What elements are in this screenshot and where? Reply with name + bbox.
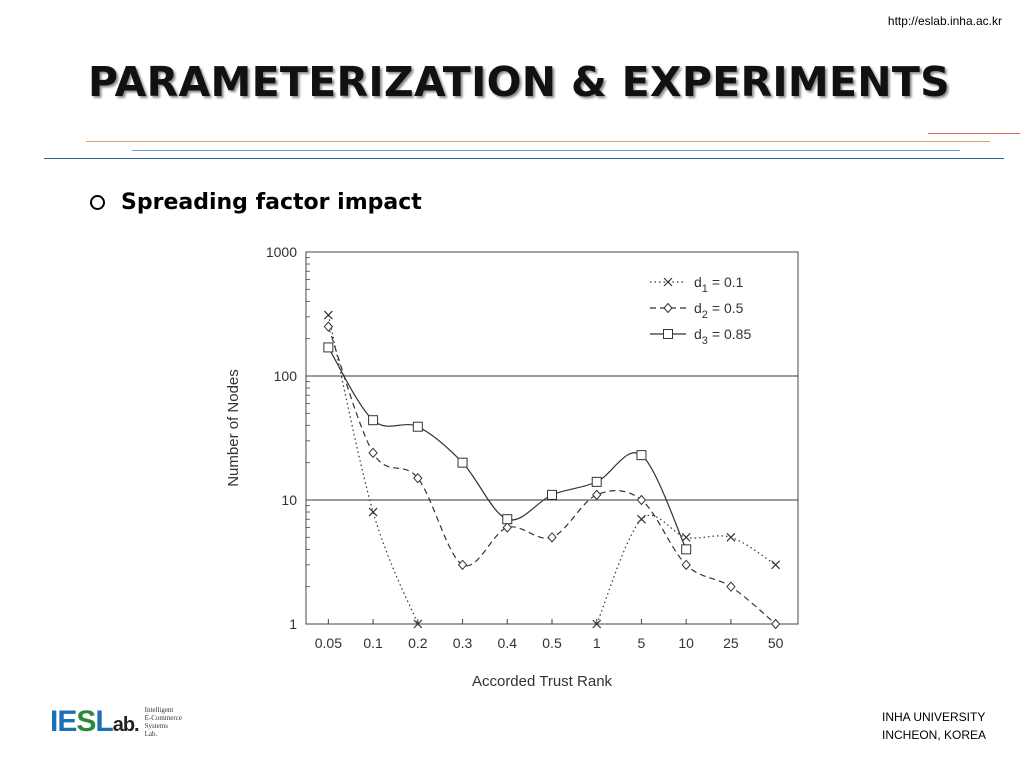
data-point-2: [502, 522, 512, 533]
data-point-3: [368, 415, 379, 426]
data-point-2: [592, 489, 602, 501]
x-tick-label: 0.2: [408, 635, 428, 651]
site-url[interactable]: http://eslab.inha.ac.kr: [887, 14, 1002, 28]
footer-line-2: INCHEON, KOREA: [881, 728, 986, 742]
data-point-3: [636, 450, 647, 461]
data-point-1: [637, 514, 646, 524]
legend-marker: [663, 329, 673, 339]
rule-3: [132, 150, 960, 151]
bullet-item: Spreading factor impact: [90, 190, 422, 215]
x-tick-label: 5: [638, 635, 646, 651]
bullet-text: Spreading factor impact: [121, 190, 422, 215]
data-point-3: [591, 476, 602, 487]
logo-letter-l: L: [95, 705, 113, 738]
logo-wordmark: IESLab.: [50, 705, 140, 738]
data-point-1: [771, 560, 781, 570]
ieslab-logo: IESLab. Intelligent E-Commerce Systems L…: [50, 706, 182, 738]
logo-small-line: Lab.: [144, 730, 158, 738]
data-point-1: [592, 619, 602, 629]
data-point-1: [368, 507, 378, 517]
data-point-2: [681, 559, 691, 571]
logo-small-line: Systems: [144, 722, 168, 730]
bullet-circle-icon: [90, 195, 105, 210]
data-point-2: [547, 532, 557, 543]
footer-line-1: INHA UNIVERSITY: [881, 710, 986, 724]
rule-1: [928, 133, 1020, 134]
x-tick-label: 25: [723, 635, 739, 651]
data-point-3: [412, 421, 423, 432]
y-tick-label: 100: [274, 368, 298, 384]
legend-label: d3 = 0.85: [694, 326, 751, 347]
data-point-1: [726, 532, 736, 542]
logo-letter-e: E: [57, 705, 77, 738]
x-tick-label: 10: [678, 635, 694, 651]
logo-letters-ab: ab.: [112, 714, 140, 736]
data-point-2: [368, 447, 378, 459]
data-point-2: [726, 581, 736, 592]
x-tick-label: 0.4: [498, 635, 518, 651]
x-tick-label: 0.1: [363, 635, 383, 651]
slide-title: PARAMETERIZATION & EXPERIMENTS: [88, 58, 951, 106]
y-tick-label: 10: [281, 492, 297, 508]
legend-label: d2 = 0.5: [694, 300, 744, 321]
data-point-2: [457, 559, 468, 571]
data-point-3: [323, 342, 334, 353]
data-point-3: [547, 489, 557, 500]
data-point-3: [502, 514, 513, 525]
rule-4: [44, 158, 1004, 159]
data-point-1: [323, 310, 333, 320]
legend-marker: [663, 277, 673, 287]
legend-marker: [663, 302, 673, 314]
data-point-2: [770, 618, 781, 630]
logo-letter-s: S: [76, 705, 96, 738]
data-point-2: [413, 472, 423, 484]
x-tick-label: 0.5: [542, 635, 562, 651]
line-chart: 1 10 100 1000 0.05 0.1 0.2 0.3 0.4 0.5 1 5 10 25 50 Acc…: [225, 244, 799, 690]
university-footer: INHA UNIVERSITY INCHEON, KOREA: [882, 708, 986, 744]
data-point-1: [681, 532, 691, 542]
y-tick-label: 1: [289, 616, 297, 632]
logo-small-text: Intelligent E-Commerce Systems Lab.: [145, 706, 182, 738]
x-tick-label: 50: [768, 635, 784, 651]
data-point-2: [323, 321, 334, 332]
series-line-2: [327, 326, 777, 625]
logo-letter-i: I: [50, 705, 58, 738]
x-tick-label: 0.3: [453, 635, 473, 651]
rule-2: [86, 141, 990, 142]
data-point-2: [636, 494, 647, 506]
data-point-1: [413, 619, 423, 629]
logo-small-line: E-Commerce: [144, 714, 182, 722]
x-tick-label: 1: [593, 635, 601, 651]
series-line-1: [327, 314, 419, 625]
series-line-1: [596, 514, 776, 625]
x-tick-label: 0.05: [315, 635, 342, 651]
legend-label: d1 = 0.1: [694, 274, 744, 295]
data-point-3: [681, 544, 692, 555]
y-axis-label: Number of Nodes: [225, 369, 242, 487]
x-axis-label: Accorded Trust Rank: [472, 673, 613, 690]
logo-small-line: Intelligent: [144, 706, 174, 714]
data-point-3: [457, 457, 468, 468]
y-tick-label: 1000: [266, 244, 297, 260]
